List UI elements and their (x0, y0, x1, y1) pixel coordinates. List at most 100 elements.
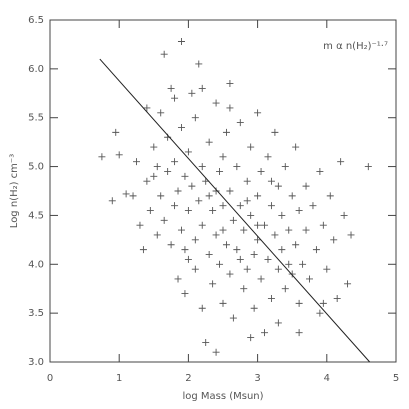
scatter-point (295, 299, 303, 307)
scatter-point (344, 280, 352, 288)
scatter-point (250, 251, 258, 259)
scatter-point (198, 304, 206, 312)
x-tick-label: 1 (116, 373, 122, 384)
scatter-point (184, 207, 192, 215)
scatter-point (177, 37, 185, 45)
scatter-point (133, 158, 140, 166)
scatter-point (264, 255, 272, 263)
scatter-point (212, 348, 220, 356)
scatter-point (153, 163, 161, 171)
scatter-point (233, 163, 241, 171)
scatter-point (184, 148, 192, 156)
scatter-point (212, 231, 220, 239)
scatter-point (309, 202, 317, 210)
scatter-point (150, 172, 158, 180)
scatter-point (278, 211, 286, 219)
x-tick-label: 4 (324, 373, 330, 384)
scatter-point (216, 260, 224, 268)
scatter-point (292, 241, 300, 249)
scatter-point (205, 251, 213, 259)
scatter-point (195, 197, 203, 205)
scatter-point (240, 226, 248, 234)
scatter-point (143, 104, 151, 112)
scatter-point (337, 158, 345, 166)
scatter-point (205, 138, 213, 146)
scatter-point (254, 221, 262, 229)
scatter-point (191, 114, 199, 122)
scatter-point (191, 265, 199, 273)
scatter-point (153, 231, 161, 239)
scatter-point (205, 192, 213, 200)
scatter-point (177, 123, 185, 131)
scatter-point (254, 109, 262, 117)
scatter-point (143, 177, 151, 185)
x-tick-label: 0 (47, 373, 53, 384)
scatter-point (112, 128, 120, 136)
scatter-point (274, 319, 282, 327)
scatter-point (188, 182, 196, 190)
scatter-point (267, 202, 275, 210)
scatter-point (226, 270, 234, 278)
scatter-point (264, 153, 272, 161)
scatter-point (340, 211, 348, 219)
scatter-point (347, 231, 355, 239)
scatter-point (167, 84, 175, 92)
scatter-point (212, 187, 220, 195)
scatter-point (243, 197, 251, 205)
scatter-point (267, 177, 275, 185)
scatter-point (212, 99, 220, 107)
scatter-point (139, 246, 147, 254)
fit-line (99, 58, 371, 363)
scatter-point (209, 207, 217, 215)
scatter-point (364, 163, 372, 171)
scatter-point (171, 202, 179, 210)
scatter-point (312, 246, 320, 254)
scatter-point (236, 255, 244, 263)
scatter-point (157, 109, 165, 117)
x-axis-label: log Mass (Msun) (182, 391, 263, 402)
scatter-point (274, 182, 282, 190)
scatter-point (326, 192, 334, 200)
scatter-point (247, 211, 255, 219)
scatter-point (274, 265, 282, 273)
annotation: m α n(H₂)⁻¹·⁷ (323, 41, 388, 52)
scatter-point (285, 226, 293, 234)
scatter-point (243, 265, 251, 273)
scatter-point (195, 60, 203, 68)
y-tick-label: 6.0 (28, 64, 44, 75)
scatter-point (174, 187, 182, 195)
scatter-point (171, 158, 179, 166)
y-tick-label: 5.0 (28, 162, 44, 173)
scatter-point (288, 192, 296, 200)
scatter-point (281, 163, 289, 171)
x-tick-label: 2 (185, 373, 191, 384)
scatter-point (202, 338, 210, 346)
scatter-point (243, 177, 251, 185)
scatter-point (181, 172, 189, 180)
scatter-point (236, 119, 244, 127)
scatter-point (319, 221, 327, 229)
scatter-point (236, 202, 244, 210)
scatter-point (278, 246, 286, 254)
scatter-point (181, 290, 189, 298)
scatter-point (171, 94, 179, 102)
scatter-point (240, 285, 248, 293)
scatter-point (160, 50, 168, 58)
scatter-point (295, 329, 303, 337)
scatter-point (330, 236, 338, 244)
scatter-point (229, 216, 237, 224)
scatter-point (122, 190, 130, 198)
scatter-point (267, 294, 275, 302)
scatter-point (150, 143, 158, 151)
scatter-point (198, 84, 206, 92)
scatter-point (257, 275, 265, 283)
y-tick-label: 3.0 (28, 357, 44, 368)
scatter-point (254, 236, 262, 244)
scatter-point (316, 309, 324, 317)
scatter-point (222, 128, 230, 136)
x-tick-label: 3 (254, 373, 260, 384)
scatter-point (219, 299, 227, 307)
scatter-point (254, 192, 262, 200)
scatter-point (316, 167, 324, 175)
y-tick-label: 3.5 (28, 308, 44, 319)
